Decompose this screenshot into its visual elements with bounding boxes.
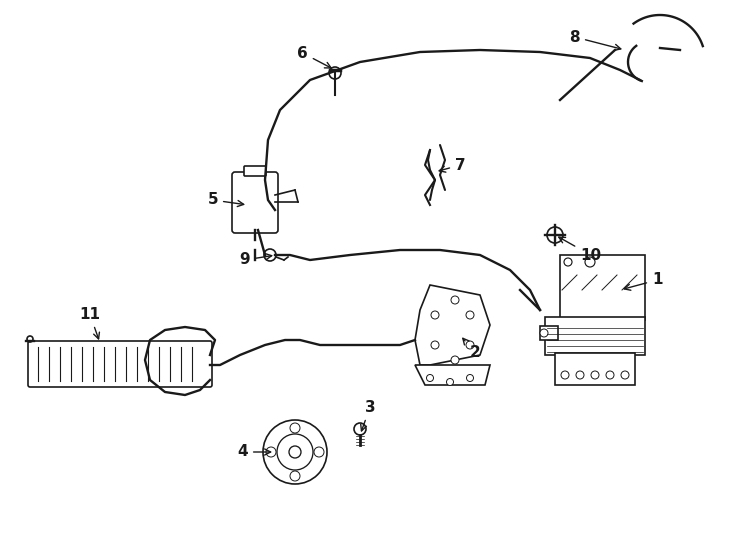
FancyBboxPatch shape (560, 255, 645, 320)
Circle shape (451, 296, 459, 304)
Text: 1: 1 (624, 273, 663, 290)
Text: 10: 10 (559, 237, 601, 262)
Circle shape (467, 367, 473, 373)
Polygon shape (415, 365, 490, 385)
Circle shape (354, 423, 366, 435)
Circle shape (314, 447, 324, 457)
Circle shape (606, 371, 614, 379)
Circle shape (540, 329, 548, 337)
Text: 4: 4 (237, 444, 271, 460)
FancyBboxPatch shape (540, 326, 558, 340)
Circle shape (451, 356, 459, 364)
Polygon shape (415, 285, 490, 365)
Circle shape (290, 471, 300, 481)
FancyBboxPatch shape (555, 353, 635, 385)
Text: 7: 7 (439, 158, 465, 172)
Circle shape (431, 311, 439, 319)
FancyBboxPatch shape (545, 317, 645, 355)
Circle shape (621, 371, 629, 379)
Circle shape (432, 367, 438, 373)
Circle shape (264, 249, 276, 261)
Circle shape (466, 341, 474, 349)
Text: 5: 5 (208, 192, 244, 207)
Circle shape (446, 379, 454, 386)
Text: 2: 2 (463, 338, 480, 360)
Circle shape (564, 258, 572, 266)
FancyBboxPatch shape (28, 341, 212, 387)
Circle shape (452, 372, 458, 378)
Circle shape (263, 420, 327, 484)
Circle shape (277, 434, 313, 470)
Text: 3: 3 (360, 400, 375, 431)
Circle shape (290, 423, 300, 433)
Circle shape (27, 336, 33, 342)
Text: 6: 6 (297, 45, 331, 68)
Circle shape (266, 447, 276, 457)
Circle shape (329, 67, 341, 79)
Text: 9: 9 (239, 253, 272, 267)
Text: 8: 8 (570, 30, 621, 50)
Circle shape (585, 257, 595, 267)
Circle shape (467, 375, 473, 381)
Circle shape (426, 375, 434, 381)
Text: 11: 11 (79, 307, 101, 339)
Circle shape (431, 341, 439, 349)
FancyBboxPatch shape (232, 172, 278, 233)
Circle shape (466, 311, 474, 319)
Circle shape (591, 371, 599, 379)
FancyBboxPatch shape (244, 166, 266, 176)
Circle shape (561, 371, 569, 379)
Circle shape (289, 446, 301, 458)
Circle shape (576, 371, 584, 379)
